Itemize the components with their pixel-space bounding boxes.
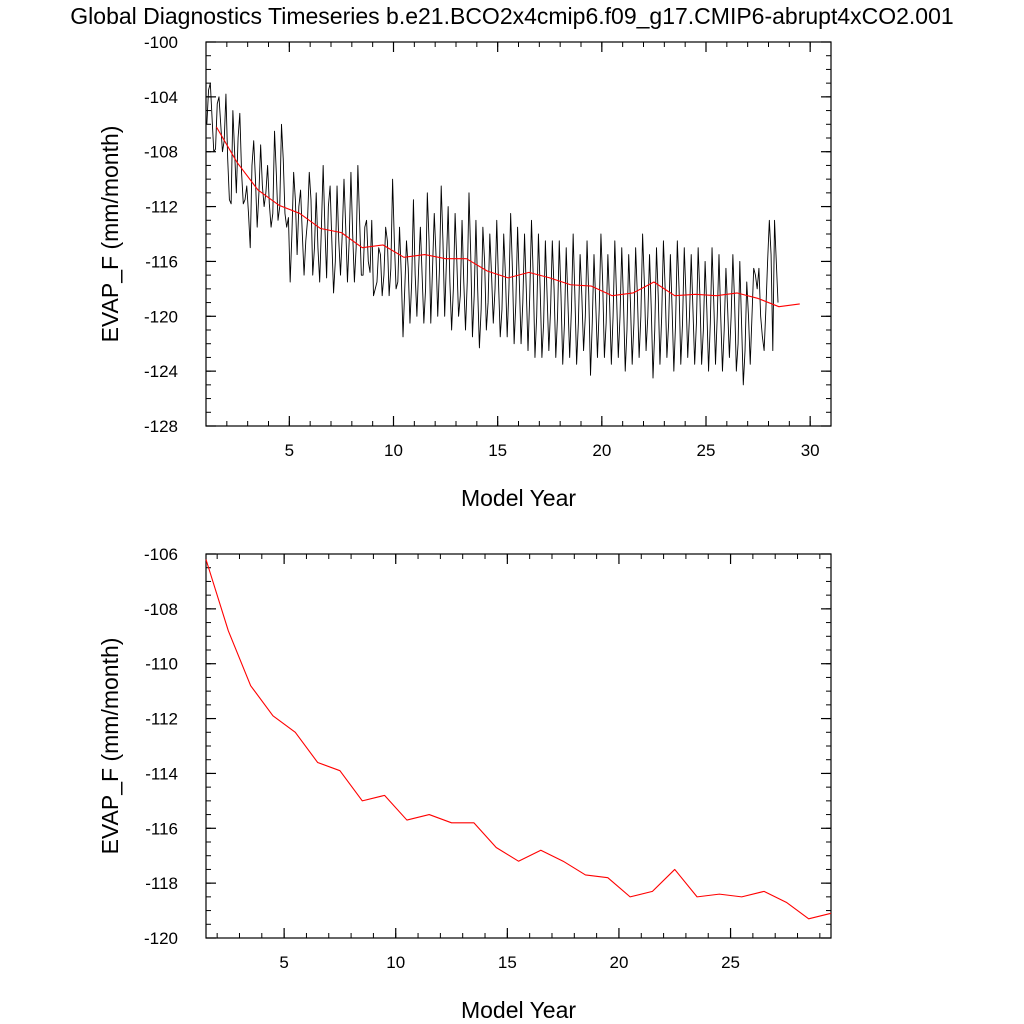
- y-tick-label: -100: [144, 33, 178, 52]
- y-tick-label: -128: [144, 417, 178, 436]
- y-tick-label: -108: [144, 600, 178, 619]
- x-tick-label: 25: [721, 953, 740, 972]
- bottom-panel: 5 10 15 20 25 -120 -118 -116 -114 -112 -110 -108 -10…: [97, 545, 832, 1023]
- plot-frame: [205, 553, 832, 939]
- plot-frame: [205, 41, 832, 427]
- x-tick-label: 5: [279, 953, 288, 972]
- annual-mean-series-line: [205, 559, 832, 920]
- y-tick-label: -116: [145, 819, 178, 838]
- y-axis-label: EVAP_F (mm/month): [97, 638, 123, 855]
- x-axis-label: Model Year: [461, 485, 576, 511]
- y-tick-label: -112: [145, 710, 178, 729]
- x-tick-label: 30: [801, 441, 820, 460]
- x-axis-label: Model Year: [461, 997, 576, 1023]
- y-tick-label: -106: [144, 545, 178, 564]
- y-tick-label: -120: [144, 307, 178, 326]
- y-tick-label: -118: [145, 874, 178, 893]
- x-tick-label: 20: [592, 441, 611, 460]
- annual-mean-series-line: [215, 126, 800, 308]
- y-tick-label: -120: [144, 929, 178, 948]
- top-panel: 5 10 15 20 25 30 -128 -124 -120 -116 -112 -108 -104 -…: [97, 33, 832, 511]
- y-axis-label: EVAP_F (mm/month): [97, 126, 123, 343]
- x-tick-label: 10: [386, 953, 405, 972]
- y-tick-label: -124: [144, 362, 178, 381]
- x-tick-label: 10: [384, 441, 403, 460]
- x-tick-label: 25: [697, 441, 716, 460]
- y-tick-label: -110: [145, 655, 178, 674]
- y-tick-label: -116: [145, 252, 178, 271]
- y-tick-label: -114: [145, 764, 178, 783]
- x-tick-label: 15: [488, 441, 507, 460]
- x-tick-label: 20: [609, 953, 628, 972]
- x-tick-label: 5: [285, 441, 294, 460]
- x-tick-label: 15: [498, 953, 517, 972]
- chart-title: Global Diagnostics Timeseries b.e21.BCO2…: [70, 3, 953, 29]
- y-tick-label: -104: [144, 88, 178, 107]
- y-tick-label: -108: [144, 143, 178, 162]
- y-tick-label: -112: [145, 198, 178, 217]
- monthly-series-line: [206, 82, 779, 386]
